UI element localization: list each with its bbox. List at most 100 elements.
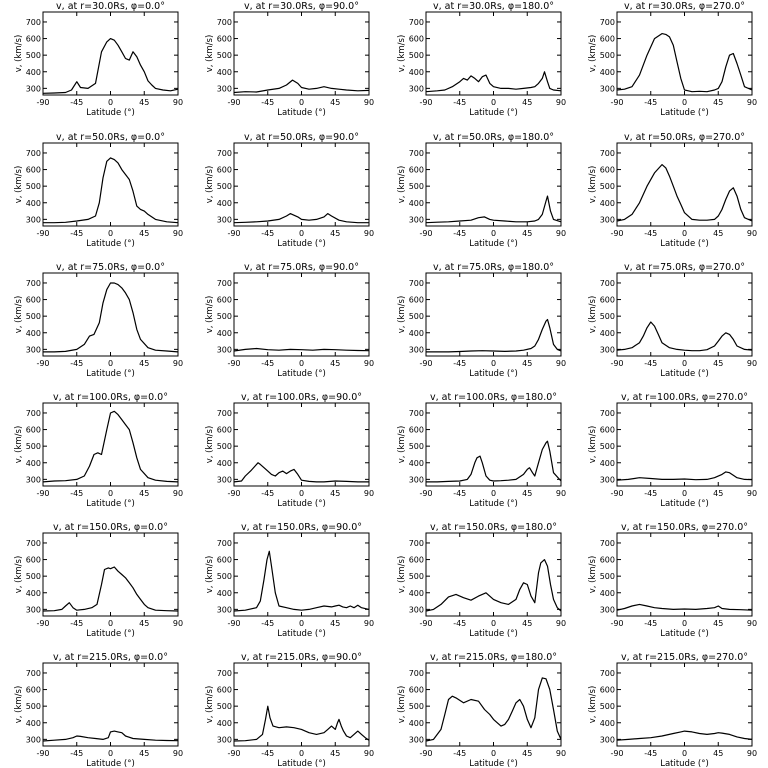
x-tick-label: -45: [70, 229, 83, 238]
x-tick-label: 90: [747, 359, 757, 368]
y-axis-label: v, (km/s): [397, 296, 407, 334]
y-tick-label: 500: [217, 702, 232, 711]
panel-title: v, at r=150.0Rs, φ=90.0°: [241, 522, 362, 533]
panel-title: v, at r=30.0Rs, φ=0.0°: [56, 1, 165, 12]
speed-curve: [616, 471, 753, 481]
y-tick-label: 400: [26, 589, 41, 598]
y-tick-label: 400: [409, 329, 424, 338]
panel-4-1: v, at r=150.0Rs, φ=90.0° -90 -45 0 45 90 300 40…: [205, 522, 374, 639]
x-tick-label: -90: [419, 229, 432, 238]
x-tick-label: -45: [644, 98, 657, 107]
y-tick-label: 700: [600, 279, 615, 288]
y-tick-label: 600: [26, 426, 41, 435]
y-axis-label: v, (km/s): [397, 35, 407, 73]
y-tick-label: 700: [600, 669, 615, 678]
x-tick-label: 0: [491, 489, 496, 498]
x-axis-label: Latitude (°): [86, 499, 135, 509]
plot-frame: [425, 272, 562, 357]
x-tick-label: 0: [299, 489, 304, 498]
x-tick-label: 45: [522, 489, 532, 498]
x-axis-label: Latitude (°): [86, 759, 135, 768]
y-tick-label: 400: [217, 719, 232, 728]
panel-1-1: v, at r=50.0Rs, φ=90.0° -90 -45 0 45 90 300 400…: [205, 132, 374, 249]
y-axis-label: v, (km/s): [14, 426, 24, 464]
x-tick-label: 45: [522, 359, 532, 368]
x-tick-label: -45: [644, 359, 657, 368]
y-tick-label: 600: [26, 556, 41, 565]
y-tick-label: 400: [600, 199, 615, 208]
y-tick-label: 300: [600, 215, 615, 224]
y-tick-label: 700: [409, 149, 424, 158]
panel-0-1: v, at r=30.0Rs, φ=90.0° -90 -45 0 45 90 300 400…: [205, 1, 374, 118]
y-tick-label: 700: [26, 149, 41, 158]
x-axis-label: Latitude (°): [660, 629, 709, 639]
y-tick-label: 300: [409, 605, 424, 614]
x-tick-label: -45: [644, 749, 657, 758]
panel-title: v, at r=50.0Rs, φ=180.0°: [433, 132, 554, 143]
y-tick-label: 500: [217, 572, 232, 581]
speed-curve: [425, 558, 562, 612]
y-tick-label: 400: [409, 459, 424, 468]
y-tick-label: 500: [600, 51, 615, 60]
y-axis-label: v, (km/s): [14, 296, 24, 334]
y-tick-label: 700: [217, 539, 232, 548]
y-axis-label: v, (km/s): [205, 426, 215, 464]
speed-curve: [616, 321, 753, 352]
y-tick-label: 400: [600, 589, 615, 598]
panel-title: v, at r=150.0Rs, φ=270.0°: [621, 522, 748, 533]
x-tick-label: -90: [610, 749, 623, 758]
y-tick-label: 600: [409, 686, 424, 695]
y-tick-label: 300: [217, 735, 232, 744]
x-axis-label: Latitude (°): [277, 759, 326, 768]
plot-frame: [425, 402, 562, 487]
x-tick-label: 45: [713, 619, 723, 628]
y-tick-label: 500: [217, 442, 232, 451]
y-tick-label: 600: [217, 166, 232, 175]
x-tick-label: -45: [261, 229, 274, 238]
speed-curve: [42, 566, 179, 612]
x-axis-label: Latitude (°): [277, 239, 326, 249]
panel-4-0: v, at r=150.0Rs, φ=0.0° -90 -45 0 45 90 300 400…: [14, 522, 183, 639]
y-tick-label: 600: [217, 426, 232, 435]
y-axis-label: v, (km/s): [14, 35, 24, 73]
y-tick-label: 300: [217, 345, 232, 354]
x-tick-label: -90: [36, 98, 49, 107]
speed-curve: [426, 318, 562, 353]
plot-frame: [233, 532, 370, 617]
x-tick-label: 45: [713, 98, 723, 107]
panel-title: v, at r=75.0Rs, φ=90.0°: [244, 262, 359, 273]
x-tick-label: -45: [453, 359, 466, 368]
x-tick-label: 90: [747, 229, 757, 238]
y-tick-label: 300: [26, 215, 41, 224]
y-tick-label: 400: [26, 719, 41, 728]
y-tick-label: 700: [26, 539, 41, 548]
speed-curve: [43, 157, 179, 224]
x-tick-label: 90: [173, 619, 183, 628]
y-tick-label: 300: [600, 605, 615, 614]
y-tick-label: 300: [409, 475, 424, 484]
x-tick-label: 45: [713, 489, 723, 498]
x-tick-label: 90: [173, 359, 183, 368]
y-axis-label: v, (km/s): [14, 166, 24, 204]
y-tick-label: 700: [600, 149, 615, 158]
speed-curve: [616, 32, 753, 93]
y-tick-label: 300: [217, 605, 232, 614]
panel-3-3: v, at r=100.0Rs, φ=270.0° -90 -45 0 45 90 300 4…: [588, 392, 757, 509]
panel-title: v, at r=75.0Rs, φ=270.0°: [624, 262, 745, 273]
y-tick-label: 600: [409, 296, 424, 305]
x-tick-label: -45: [261, 98, 274, 107]
y-tick-label: 400: [26, 329, 41, 338]
y-tick-label: 600: [600, 296, 615, 305]
x-axis-label: Latitude (°): [660, 108, 709, 118]
x-tick-label: 45: [522, 749, 532, 758]
y-axis-label: v, (km/s): [397, 166, 407, 204]
plot-frame: [233, 662, 370, 747]
x-axis-label: Latitude (°): [277, 499, 326, 509]
y-tick-label: 700: [409, 279, 424, 288]
y-tick-label: 500: [26, 572, 41, 581]
y-tick-label: 700: [217, 669, 232, 678]
x-tick-label: -45: [70, 749, 83, 758]
y-axis-label: v, (km/s): [588, 426, 598, 464]
panel-5-2: v, at r=215.0Rs, φ=180.0° -90 -45 0 45 90 300 4…: [397, 652, 566, 768]
y-tick-label: 600: [409, 35, 424, 44]
